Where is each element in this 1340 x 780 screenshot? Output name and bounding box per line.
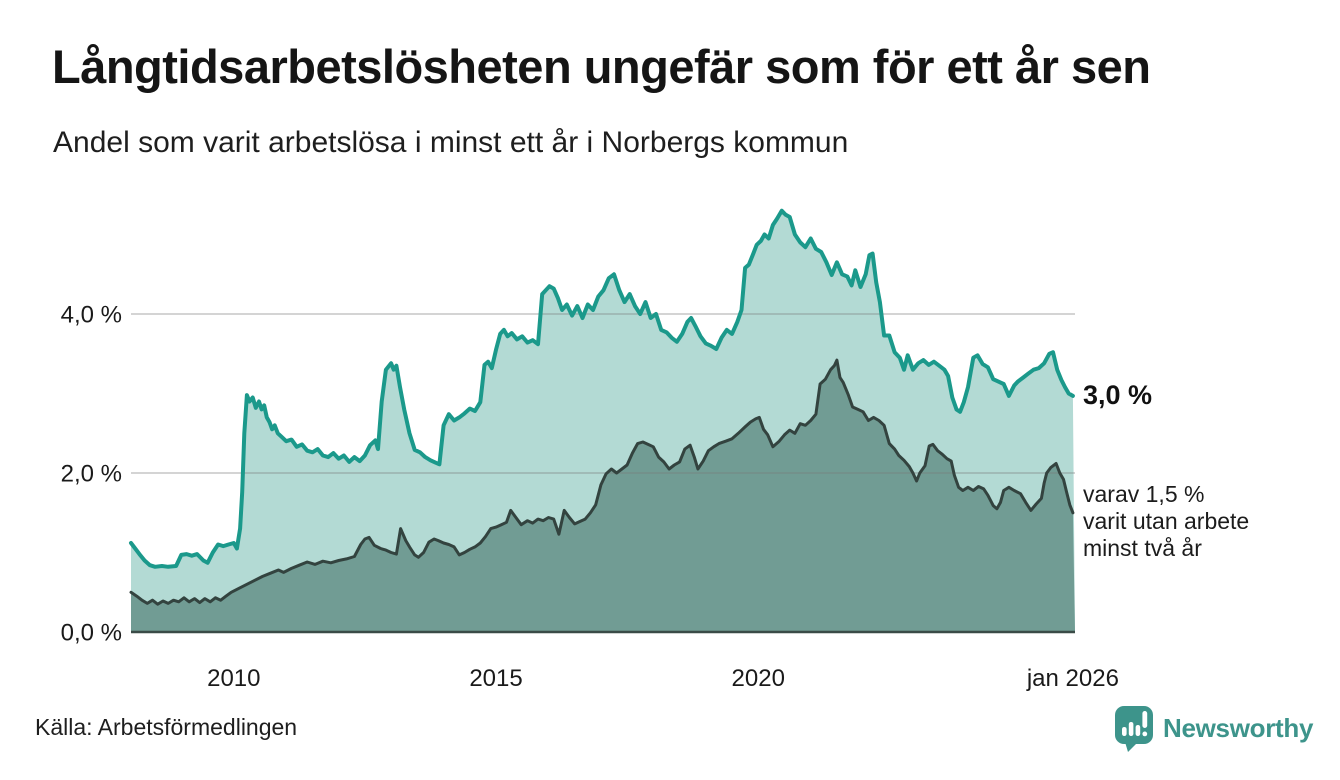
x-tick-label: jan 2026 bbox=[1026, 665, 1119, 692]
source-attribution: Källa: Arbetsförmedlingen bbox=[35, 714, 298, 740]
chart-subtitle: Andel som varit arbetslösa i minst ett å… bbox=[53, 126, 849, 159]
chart-title: Långtidsarbetslösheten ungefär som för e… bbox=[52, 40, 1151, 93]
breakdown-line-2: varit utan arbete bbox=[1083, 508, 1250, 534]
breakdown-line-3: minst två år bbox=[1083, 535, 1202, 561]
y-tick-label: 0,0 % bbox=[61, 620, 122, 647]
y-tick-label: 2,0 % bbox=[61, 461, 122, 488]
series-area-two-years bbox=[131, 360, 1075, 632]
breakdown-line-1: varav 1,5 % bbox=[1083, 481, 1205, 507]
latest-value-label: 3,0 % bbox=[1083, 380, 1153, 410]
y-tick-label: 4,0 % bbox=[61, 302, 122, 329]
x-tick-label: 2010 bbox=[207, 665, 260, 692]
breakdown-annotation: varav 1,5 % varit utan arbete minst två … bbox=[1083, 481, 1249, 562]
series-line-one-year bbox=[129, 208, 1075, 569]
newsworthy-brand: Newsworthy bbox=[1114, 705, 1313, 752]
newsworthy-brand-name: Newsworthy bbox=[1163, 713, 1314, 743]
x-tick-label: 2015 bbox=[469, 665, 522, 692]
newsworthy-logo-icon bbox=[1115, 706, 1153, 752]
x-tick-label: 2020 bbox=[732, 665, 785, 692]
series-line-two-years bbox=[129, 358, 1075, 606]
